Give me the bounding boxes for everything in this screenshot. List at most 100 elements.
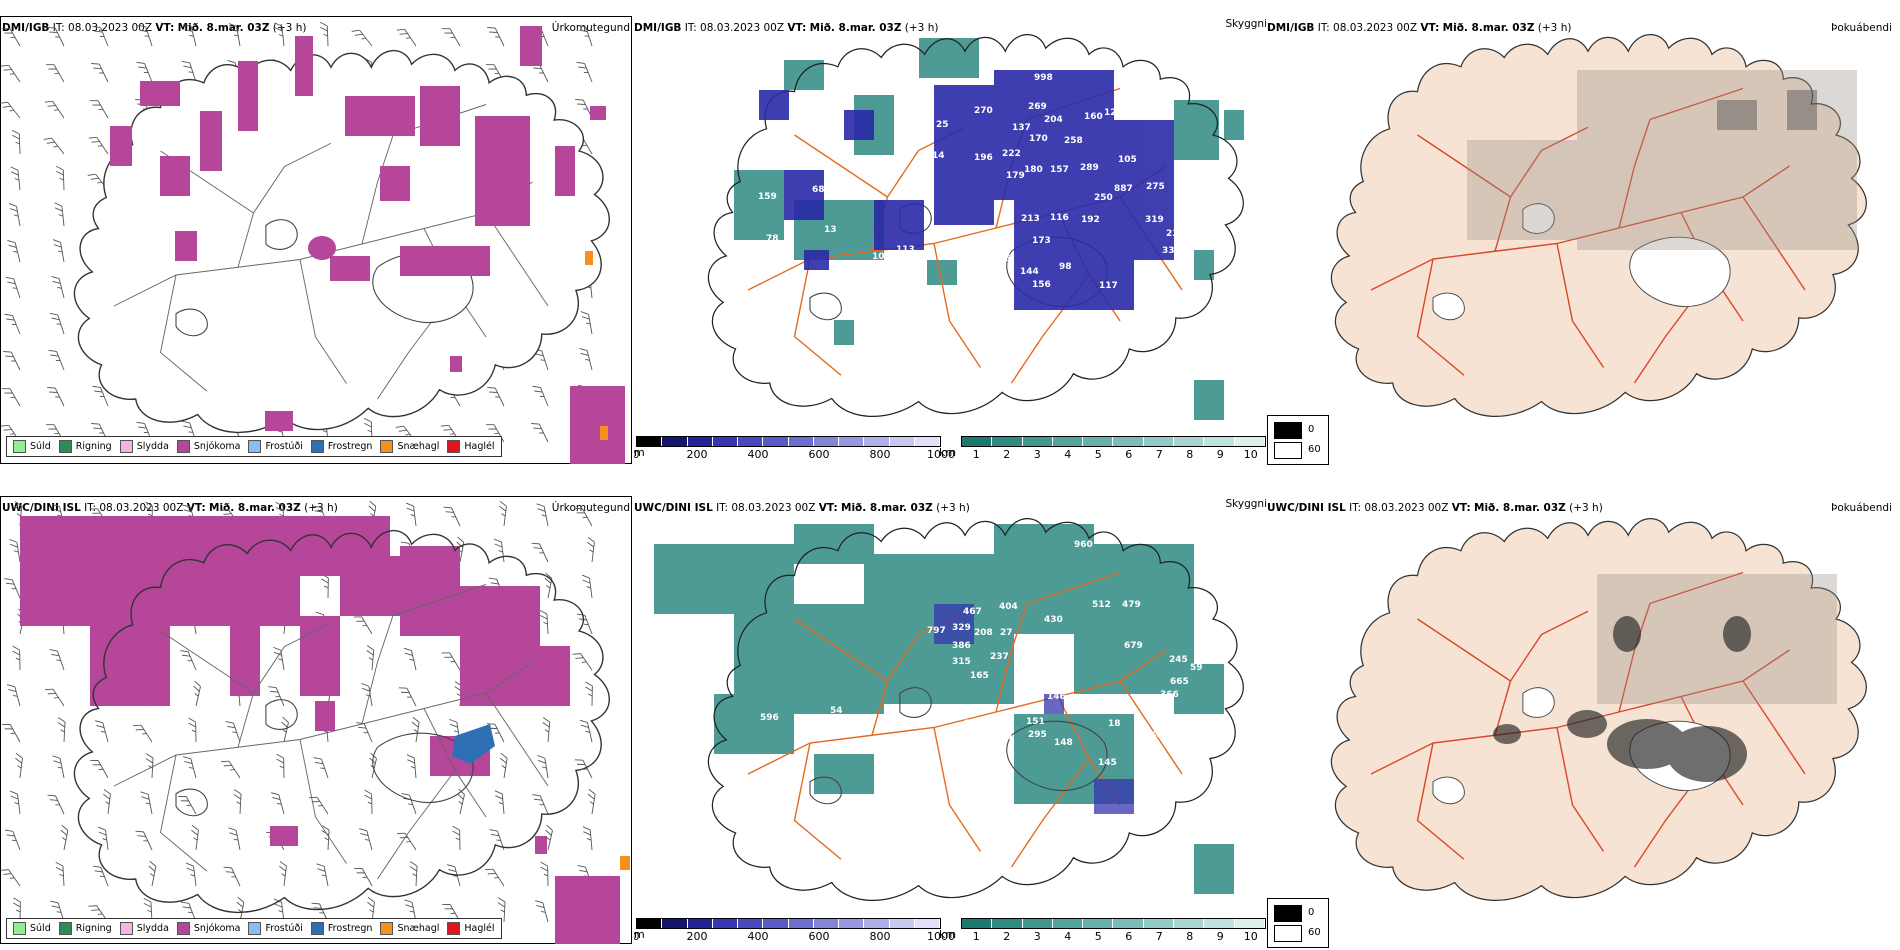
colorbar-cell (962, 437, 993, 446)
wind-barb (56, 717, 66, 743)
panel-header: DMI/IGB IT: 08.03.2023 00Z VT: Mið. 8.ma… (1267, 22, 1572, 34)
wind-barb (584, 536, 596, 563)
wind-barb (320, 825, 330, 851)
ceiling-value: 146 (1047, 692, 1066, 702)
ceiling-value: 665 (1170, 677, 1189, 687)
ceiling-value: 797 (927, 626, 946, 636)
wind-barb (319, 21, 329, 47)
colorbar-cell (1052, 919, 1084, 928)
legend-swatch (1274, 422, 1302, 439)
colorbar-cell (914, 919, 940, 928)
ceiling-value: 998 (1034, 73, 1053, 83)
ceiling-value: 25 (936, 120, 949, 130)
wind-barb (581, 573, 593, 600)
ceiling-value: 960 (1074, 540, 1093, 550)
wind-barb (49, 310, 65, 337)
wind-barb (576, 59, 593, 86)
ceiling-value: 165 (970, 671, 989, 681)
colorbar-tick: 5 (1094, 930, 1102, 943)
legend-swatch (13, 440, 26, 453)
model-name: DMI/IGB (2, 22, 50, 34)
ceiling-value: 116 (1050, 213, 1069, 223)
panel-header: UWC/DINI ISL IT: 08.03.2023 00Z VT: Mið.… (634, 502, 970, 514)
ceiling-value: 113 (896, 245, 915, 255)
legend-swatch (176, 440, 190, 453)
wind-barb (88, 133, 109, 159)
colorbar-cell (1022, 919, 1053, 928)
low-ceiling-areas (934, 604, 1134, 814)
ceiling-value: 23 (1166, 229, 1179, 239)
ceiling-value: 184 (994, 733, 1013, 743)
ceiling-value: 179 (1006, 171, 1025, 181)
cloud-map (1330, 33, 1868, 418)
legend-swatch (310, 922, 324, 935)
colorbar-cell (763, 437, 789, 446)
wind-barb (443, 503, 461, 530)
wind-barb (232, 789, 242, 815)
wind-barb (52, 237, 65, 264)
colorbar-tick: 10 (1243, 930, 1258, 943)
ceiling-value: 31 (778, 145, 791, 155)
colorbar-cell (839, 437, 865, 446)
legend-item: Snæhagl (380, 922, 439, 935)
cloud-panel-row2: UWC/DINI ISL IT: 08.03.2023 00Z VT: Mið.… (1267, 484, 1900, 950)
ceiling-map: 960 467 404 512 479 430 797 329 208 27 6… (654, 517, 1245, 902)
wind-barb (100, 788, 112, 815)
colorbar-cell (813, 437, 839, 446)
wind-barb (401, 790, 417, 817)
wind-barb (45, 60, 65, 86)
wind-barb (188, 717, 197, 743)
wind-barb (228, 21, 241, 48)
colorbar-tick: 0 (634, 930, 640, 943)
ceiling-value: 145 (1098, 758, 1117, 768)
wind-barb (1, 24, 21, 50)
ceiling-value: 204 (1044, 115, 1063, 125)
colorbar-cell (1083, 919, 1114, 928)
wind-barb (4, 827, 21, 853)
colorbar-cell (738, 437, 764, 446)
wind-barb (182, 22, 197, 49)
legend-item: Snæhagl (380, 440, 439, 453)
ceiling-value: 404 (999, 602, 1018, 612)
wind-barb (1, 720, 21, 746)
panel-header: DMI/IGB IT: 08.03.2023 00Z VT: Mið. 8.ma… (634, 22, 939, 34)
colorbar-cell (839, 919, 865, 928)
ceiling-value: 192 (1081, 215, 1100, 225)
ceiling-value: 329 (952, 623, 971, 633)
panel-title-precip: Úrkomutegund (551, 502, 630, 514)
legend-swatch (310, 440, 324, 453)
colorbar-cell (1234, 437, 1265, 446)
colorbar-tick: 1000 (927, 930, 955, 943)
wind-barb (360, 681, 373, 708)
wind-barb (531, 539, 549, 566)
colorbar-cell (992, 437, 1023, 446)
ceiling-value: 173 (1032, 236, 1051, 246)
wind-barb (46, 23, 65, 50)
colorbar-cell (1113, 919, 1144, 928)
legend-label: 60 (1308, 444, 1321, 455)
wind-barb (270, 790, 285, 817)
wind-barb (573, 504, 593, 530)
wind-barb (584, 681, 593, 707)
colorbar-cell (1113, 437, 1144, 446)
colorbar-cell (992, 919, 1023, 928)
ceiling-value: 467 (963, 607, 982, 617)
wind-barb (144, 860, 158, 887)
wind-barb (11, 129, 21, 155)
ceiling-value: 213 (1021, 214, 1040, 224)
ceiling-value: 144 (1020, 267, 1039, 277)
colorbar-tick: 6 (1125, 930, 1133, 943)
wind-barb (140, 789, 153, 816)
legend-swatch (13, 922, 26, 935)
legend-item: Rigning (58, 440, 112, 453)
ceiling-value: 258 (1064, 136, 1083, 146)
map-frame (0, 16, 632, 464)
colorbar-cell (637, 919, 663, 928)
cloud-panel-row1: DMI/IGB IT: 08.03.2023 00Z VT: Mið. 8.ma… (1267, 0, 1900, 466)
wind-barb (403, 646, 417, 673)
wind-barb (351, 26, 373, 51)
ceiling-value: 117 (1099, 281, 1118, 291)
wind-barb (536, 753, 549, 780)
ceiling-value: 887 (1114, 184, 1133, 194)
colorbar-tick: 4 (1064, 448, 1072, 461)
